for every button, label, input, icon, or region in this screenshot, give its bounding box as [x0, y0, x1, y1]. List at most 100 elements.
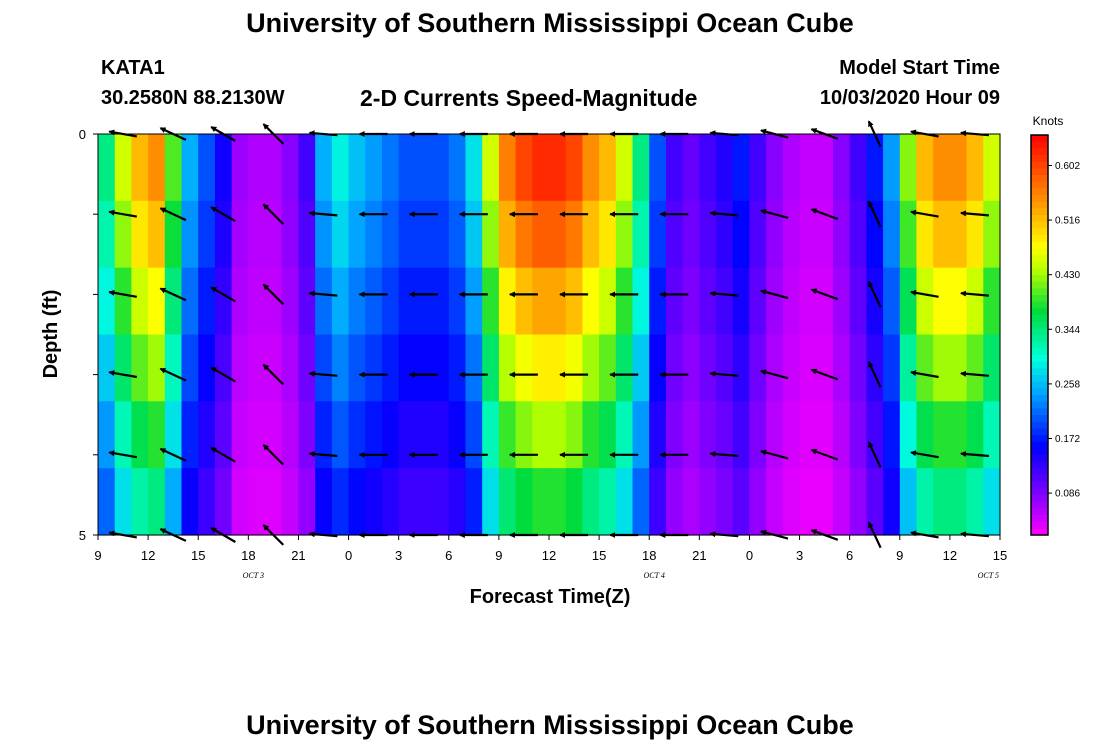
- current-vector: [867, 441, 882, 468]
- colorbar-segment: [1031, 528, 1048, 536]
- colorbar-segment: [1031, 401, 1048, 409]
- heatmap-cell: [148, 134, 166, 202]
- x-tick-label: 6: [846, 548, 853, 563]
- heatmap-cell: [716, 401, 734, 469]
- x-tick-label: 15: [993, 548, 1007, 563]
- heatmap-cell: [448, 401, 467, 469]
- heatmap-cell: [448, 334, 467, 402]
- colorbar-frame: [1030, 134, 1049, 536]
- heatmap-cell: [983, 267, 1001, 336]
- current-vector: [709, 370, 739, 377]
- heatmap-cell: [866, 267, 884, 336]
- heatmap-cell: [515, 267, 533, 336]
- x-tick-label: 9: [896, 548, 903, 563]
- colorbar-segment: [1031, 288, 1048, 296]
- heatmap-cell: [348, 401, 366, 469]
- current-vector: [709, 290, 739, 297]
- heatmap-cell: [549, 267, 567, 336]
- heatmap-cell: [782, 334, 801, 402]
- heatmap-cell: [381, 200, 400, 269]
- heatmap-cell: [832, 267, 851, 336]
- current-vector: [760, 449, 789, 460]
- heatmap-cell: [749, 468, 767, 536]
- heatmap-cell: [983, 200, 1001, 269]
- heatmap-cell: [181, 334, 199, 402]
- heatmap-cell: [265, 200, 283, 269]
- heatmap-cell: [432, 267, 450, 336]
- x-tick-label: 3: [796, 548, 803, 563]
- heatmap-cell: [265, 401, 283, 469]
- colorbar-segment: [1031, 195, 1048, 203]
- heatmap-cell: [281, 334, 300, 402]
- heatmap-cell: [632, 134, 650, 202]
- colorbar-segment: [1031, 421, 1048, 429]
- heatmap-cell: [365, 267, 383, 336]
- heatmap-cell: [164, 468, 183, 536]
- heatmap-cell: [933, 334, 951, 402]
- heatmap-cell: [749, 334, 767, 402]
- current-vector: [867, 200, 882, 228]
- heatmap-cell: [198, 134, 216, 202]
- heatmap-cell: [265, 134, 283, 202]
- heatmap-cell: [866, 134, 884, 202]
- heatmap-cell: [682, 134, 700, 202]
- heatmap-cell: [448, 468, 467, 536]
- colorbar-segment: [1031, 235, 1048, 243]
- heatmap-cell: [632, 267, 650, 336]
- heatmap-cell: [716, 334, 734, 402]
- heatmap-cell: [498, 334, 517, 402]
- heatmap-cell: [665, 267, 684, 336]
- heatmap-cell: [766, 134, 784, 202]
- heatmap-cell: [665, 468, 684, 536]
- current-vector: [810, 368, 839, 381]
- current-vector: [910, 450, 939, 459]
- day-label: OCT 5: [978, 571, 999, 580]
- heatmap-cell: [732, 468, 751, 536]
- heatmap-cell: [916, 468, 934, 536]
- heatmap-cell: [549, 334, 567, 402]
- current-vector: [760, 289, 789, 300]
- heatmap-cell: [866, 334, 884, 402]
- heatmap-cell: [381, 267, 400, 336]
- heatmap-cell: [298, 267, 316, 336]
- colorbar-segment: [1031, 495, 1048, 503]
- chart-subtitle: 2-D Currents Speed-Magnitude: [360, 85, 698, 111]
- heatmap-cell: [281, 267, 300, 336]
- colorbar-segment: [1031, 255, 1048, 263]
- colorbar-segment: [1031, 475, 1048, 483]
- current-vector: [159, 287, 187, 302]
- y-tick-label: 0: [79, 127, 86, 142]
- heatmap-cell: [615, 267, 634, 336]
- heatmap-cell: [331, 401, 350, 469]
- heatmap-cell: [365, 401, 383, 469]
- heatmap-cell: [732, 334, 751, 402]
- heatmap-cell: [398, 267, 416, 336]
- heatmap-cell: [148, 334, 166, 402]
- heatmap-cell: [565, 334, 583, 402]
- heatmap-cell: [181, 267, 199, 336]
- heatmap-cell: [398, 468, 416, 536]
- colorbar-segment: [1031, 315, 1048, 323]
- heatmap-cell: [916, 334, 934, 402]
- colorbar-segment: [1031, 388, 1048, 396]
- colorbar-segment: [1031, 375, 1048, 383]
- current-vector: [867, 280, 882, 308]
- heatmap-cell: [565, 401, 583, 469]
- heatmap-cell: [231, 134, 249, 202]
- heatmap-cell: [816, 468, 834, 536]
- heatmap-cell: [582, 401, 600, 469]
- heatmap-cell: [515, 134, 533, 202]
- current-vector: [810, 448, 839, 461]
- heatmap-cell: [565, 468, 583, 536]
- station-coordinates: 30.2580N 88.2130W: [101, 87, 285, 109]
- heatmap-cell: [866, 200, 884, 269]
- current-vector: [910, 209, 939, 218]
- current-vector: [210, 286, 236, 303]
- heatmap-cell: [732, 200, 751, 269]
- colorbar-segment: [1031, 328, 1048, 336]
- heatmap-cell: [164, 200, 183, 269]
- heatmap-cell: [582, 334, 600, 402]
- current-vector: [709, 451, 739, 458]
- heatmap-cell: [832, 200, 851, 269]
- heatmap-cell: [498, 401, 517, 469]
